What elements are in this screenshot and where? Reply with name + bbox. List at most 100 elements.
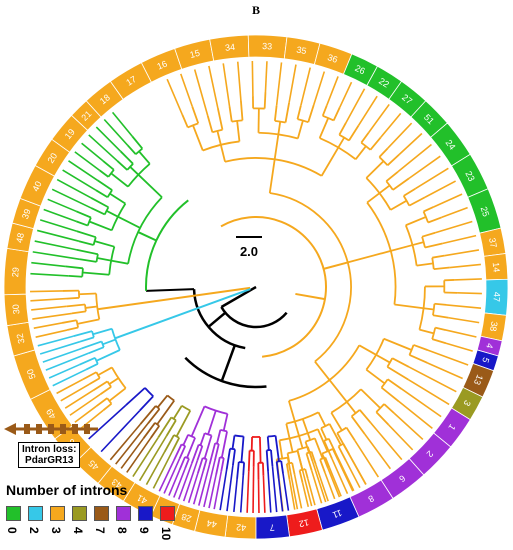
ring-segment-label: 5 <box>480 356 491 364</box>
intron-loss-line1: Intron loss: <box>22 444 77 455</box>
tree-branch <box>79 336 95 343</box>
tree-branch <box>288 400 300 437</box>
tree-branch <box>337 137 345 148</box>
tree-branch <box>206 115 214 133</box>
tree-branch <box>401 388 442 418</box>
tree-branch <box>99 169 109 178</box>
legend-item: 9 <box>137 506 154 546</box>
ring-segment-label: 26 <box>353 63 366 76</box>
tree-branch <box>168 469 181 496</box>
tree-arc <box>360 141 371 151</box>
tree-branch <box>146 288 195 292</box>
tree-branch <box>75 210 92 219</box>
tree-branch <box>95 397 108 408</box>
tree-branch <box>226 465 234 512</box>
tree-arc <box>338 442 344 448</box>
tree-branch <box>184 458 190 470</box>
ring-segment-label: 13 <box>472 373 485 386</box>
tree-branch <box>366 192 381 204</box>
tree-branch <box>239 475 245 513</box>
intron-loss-arrow-icon <box>4 423 98 435</box>
tree-branch <box>444 249 480 257</box>
tree-branch <box>346 401 357 414</box>
legend-label: 3 <box>49 527 63 534</box>
tree-branch <box>82 371 97 381</box>
tree-branch <box>251 61 254 97</box>
tree-branch <box>88 404 127 440</box>
ring-segment-label: 22 <box>377 76 391 90</box>
tree-branch <box>97 366 113 376</box>
tree-arc <box>276 460 282 463</box>
tree-branch <box>301 418 312 441</box>
ring-segment-label: 48 <box>14 232 26 244</box>
tree-branch <box>207 410 217 435</box>
tree-branch <box>96 179 113 191</box>
tree-branch <box>320 147 340 177</box>
tree-branch <box>34 240 77 251</box>
tree-branch <box>186 437 196 459</box>
tree-branch <box>42 347 82 363</box>
tree-arc <box>75 320 79 328</box>
tree-branch <box>109 192 126 205</box>
tree-branch <box>51 188 92 209</box>
tree-branch <box>266 436 270 451</box>
tree-branch <box>220 431 228 458</box>
ring-segment-label: 45 <box>87 458 101 472</box>
tree-branch <box>165 419 177 437</box>
legend-title: Number of introns <box>6 482 128 498</box>
tree-arc <box>338 133 350 142</box>
tree-branch <box>327 468 341 498</box>
tree-branch <box>408 366 457 393</box>
tree-branch <box>321 453 329 469</box>
tree-arc <box>224 157 323 177</box>
tree-branch <box>178 445 187 459</box>
tree-branch <box>48 363 80 379</box>
tree-branch <box>348 453 367 485</box>
tree-arc <box>81 268 84 277</box>
tree-branch <box>102 160 115 171</box>
ring-segment-label: 50 <box>25 368 38 381</box>
tree-branch <box>31 261 66 268</box>
tree-branch <box>433 266 450 271</box>
tree-arc <box>106 189 113 198</box>
tree-branch <box>173 468 186 498</box>
tree-arc <box>220 429 228 433</box>
tree-branch <box>202 458 208 472</box>
tree-branch <box>85 305 98 309</box>
tree-branch <box>115 422 149 465</box>
tree-branch <box>433 193 463 208</box>
tree-branch <box>317 411 327 427</box>
tree-branch <box>453 278 482 281</box>
tree-branch <box>219 469 228 511</box>
scale-bar: 2.0 <box>236 236 262 259</box>
tree-branch <box>296 450 304 470</box>
tree-branch <box>267 471 272 513</box>
tree-branch <box>300 67 312 106</box>
tree-branch <box>100 410 141 453</box>
tree-arc <box>84 304 87 312</box>
tree-branch <box>334 451 355 492</box>
tree-arc <box>95 254 99 263</box>
tree-branch <box>457 292 482 295</box>
legend: 0 2 3 4 7 8 9 10 <box>5 506 181 546</box>
tree-branch <box>137 174 163 198</box>
tree-branch <box>416 262 434 267</box>
tree-branch <box>295 292 326 301</box>
legend-swatch <box>138 506 153 521</box>
ring-segment-label: 1 <box>446 422 457 432</box>
tree-branch <box>222 413 229 431</box>
tree-branch <box>285 423 294 453</box>
tree-branch <box>152 450 174 489</box>
tree-branch <box>330 412 343 431</box>
tree-branch <box>323 261 349 270</box>
tree-branch <box>385 170 399 182</box>
tree-branch <box>203 435 213 459</box>
tree-branch <box>338 122 347 136</box>
tree-arc <box>187 433 196 439</box>
tree-branch <box>427 349 469 366</box>
ring-segment-label: 32 <box>15 333 27 345</box>
tree-branch <box>378 147 389 158</box>
tree-arc <box>111 366 127 389</box>
tree-branch <box>328 423 342 446</box>
ring-segment-label: 44 <box>206 518 218 530</box>
